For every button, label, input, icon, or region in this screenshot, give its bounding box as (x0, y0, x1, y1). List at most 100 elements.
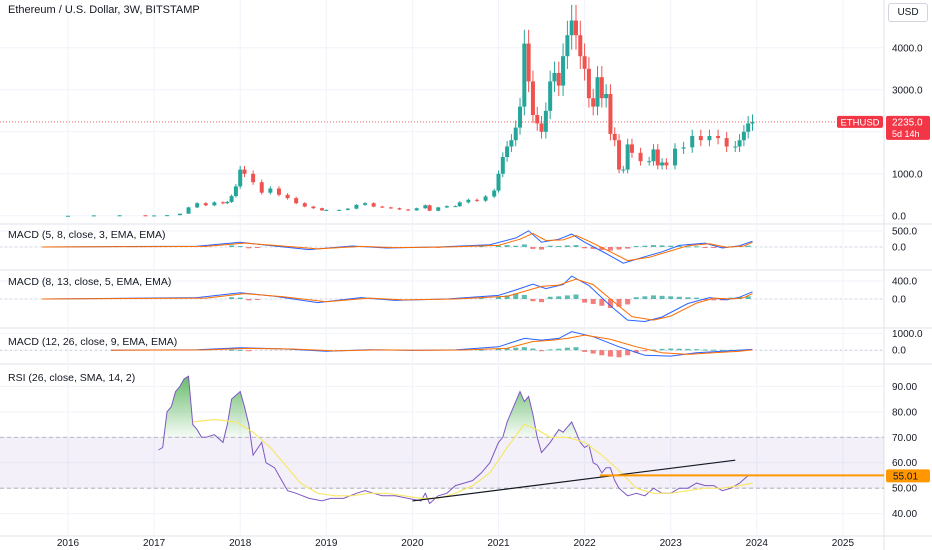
candle-body (238, 169, 243, 187)
macd-line (42, 275, 753, 323)
candle-body (522, 43, 527, 107)
macd-histogram-bar (564, 245, 570, 247)
candle-body (436, 207, 441, 211)
y-tick-label: 0.0 (892, 295, 906, 306)
x-tick-label: 2019 (315, 538, 338, 549)
candle-body (608, 94, 613, 134)
candle-body (746, 123, 751, 132)
macd-histogram-bar (702, 299, 708, 300)
rsi-line (158, 375, 753, 505)
macd-histogram-bar (633, 350, 639, 353)
y-tick-label: 0.0 (892, 211, 906, 222)
macd-histogram-bar (513, 245, 519, 247)
macd-histogram-bar (539, 299, 545, 303)
rsi-bands (0, 436, 884, 489)
candle-body (203, 203, 208, 206)
candle-body (259, 182, 264, 193)
candle-body (354, 204, 359, 209)
candle-body (337, 209, 342, 211)
macd-1-label[interactable]: MACD (5, 8, close, 3, EMA, EMA) (8, 229, 166, 241)
macd-histogram-bar (642, 350, 648, 352)
candle-body (638, 152, 643, 162)
candle-body (500, 157, 505, 174)
macd-histogram-bar (496, 348, 501, 351)
candle-body (625, 144, 630, 170)
macd-histogram-bar (625, 299, 631, 305)
time-axis[interactable]: 2016 2017 2018 2019 2020 2021 2022 2023 2024 2025 (57, 538, 855, 549)
candle-body (599, 77, 604, 99)
candle-body (617, 140, 622, 170)
candle-body (655, 149, 660, 166)
macd-histogram-bar (607, 350, 613, 357)
candle-body (664, 162, 669, 166)
macd-histogram-bar (573, 347, 579, 351)
candle-body (302, 203, 307, 207)
x-tick-label: 2020 (401, 538, 424, 549)
macd-histogram-bar (702, 349, 708, 351)
macd-histogram-bar (229, 349, 235, 351)
macd-histogram-bar (513, 293, 519, 299)
macd-histogram-bar (237, 297, 243, 299)
macd-histogram-bar (616, 247, 622, 250)
candle-body (526, 43, 531, 82)
candle-body (406, 209, 411, 211)
candle-body (251, 173, 256, 183)
candle-body (229, 196, 234, 202)
macd-histogram-bar (694, 246, 700, 248)
macd-histogram-bar (504, 295, 510, 299)
macd-histogram-bar (237, 246, 243, 248)
candle-body (66, 215, 70, 217)
macd-histogram-bar (556, 296, 562, 299)
macd-histogram-bar (599, 299, 605, 306)
candle-body (371, 203, 376, 207)
macd-histogram-bar (229, 297, 235, 299)
macd-histogram-bar (478, 349, 484, 351)
price-axis[interactable]: 0.01000.02000.03000.04000.00.0500.00.040… (892, 43, 923, 520)
macd-histogram-bar (246, 247, 252, 249)
currency-button[interactable]: USD (888, 3, 928, 22)
candle-body (388, 207, 393, 209)
y-tick-label: 80.00 (892, 407, 917, 418)
macd-3-label[interactable]: MACD (12, 26, close, 9, EMA, EMA) (8, 336, 178, 348)
candle-body (569, 20, 574, 36)
macd-histogram-bar (547, 349, 553, 351)
candle-body (91, 215, 96, 217)
macd-histogram-bar (478, 297, 484, 299)
macd-histogram-bar (513, 347, 519, 351)
macd-histogram-bar (521, 244, 527, 247)
candle-body (474, 199, 479, 201)
candle-body (427, 205, 432, 211)
macd-histogram-bar (650, 349, 656, 351)
candle-body (505, 146, 510, 157)
candle-body (573, 20, 578, 36)
candle-body (363, 203, 368, 205)
macd-2-label[interactable]: MACD (8, 13, close, 5, EMA, EMA) (8, 276, 172, 288)
candle-body (225, 201, 230, 204)
signal-line (42, 278, 753, 321)
candle-body (621, 169, 626, 171)
macd-line (110, 331, 753, 357)
candle-body (496, 173, 501, 191)
macd-histogram-bar (530, 299, 536, 302)
macd-histogram-bar (564, 295, 570, 299)
y-tick-label: 0.0 (892, 243, 906, 254)
macd-histogram-bar (582, 350, 588, 352)
rsi-label[interactable]: RSI (26, close, SMA, 14, 2) (8, 372, 136, 384)
macd-histogram-bar (564, 347, 570, 351)
candle-body (591, 98, 596, 107)
candle-body (466, 199, 471, 203)
price-badge-countdown: 5d 14h (892, 129, 920, 139)
macd-histogram-bar (254, 299, 260, 300)
macd-histogram-bar (504, 348, 510, 351)
macd-histogram-bar (676, 348, 682, 351)
candle-body (518, 106, 523, 128)
price-badge-value: 2235.0 (892, 117, 923, 128)
candle-body (690, 136, 695, 148)
macd-histogram-bar (719, 349, 725, 351)
candle-body (543, 110, 548, 132)
candle-body (423, 205, 428, 209)
macd-histogram-bar (633, 297, 639, 299)
macd-histogram-bar (659, 295, 665, 299)
indicator-lines (0, 121, 884, 505)
